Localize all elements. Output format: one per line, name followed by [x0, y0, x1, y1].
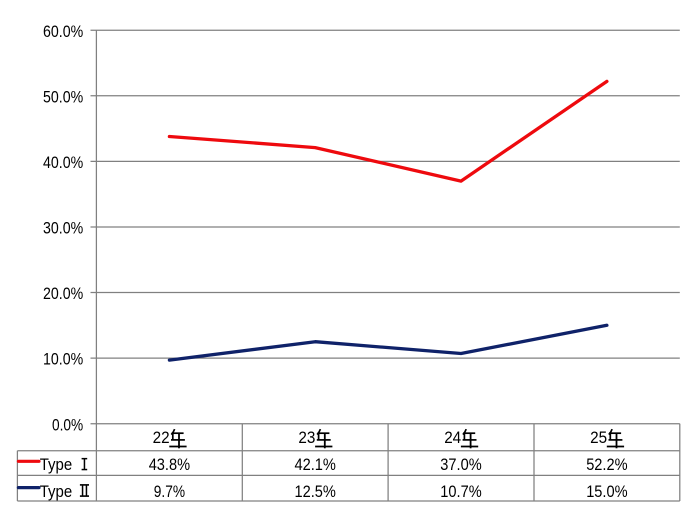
- svg-text:23: 23: [298, 429, 315, 447]
- svg-text:12.5%: 12.5%: [295, 483, 337, 501]
- svg-text:15.0%: 15.0%: [586, 483, 628, 501]
- svg-text:22: 22: [153, 429, 170, 447]
- svg-text:52.2%: 52.2%: [586, 456, 628, 474]
- svg-text:20.0%: 20.0%: [43, 285, 83, 303]
- svg-text:10.0%: 10.0%: [43, 351, 83, 369]
- svg-text:25: 25: [590, 429, 607, 447]
- svg-text:43.8%: 43.8%: [149, 456, 191, 474]
- svg-text:37.0%: 37.0%: [440, 456, 482, 474]
- svg-text:60.0%: 60.0%: [43, 23, 83, 41]
- svg-text:Type: Type: [40, 456, 72, 474]
- svg-text:Type: Type: [40, 483, 72, 501]
- svg-text:42.1%: 42.1%: [295, 456, 337, 474]
- svg-text:50.0%: 50.0%: [43, 88, 83, 106]
- svg-text:10.7%: 10.7%: [440, 483, 482, 501]
- svg-text:0.0%: 0.0%: [52, 417, 83, 435]
- svg-text:9.7%: 9.7%: [154, 483, 186, 501]
- svg-text:30.0%: 30.0%: [43, 220, 83, 238]
- svg-text:40.0%: 40.0%: [43, 154, 83, 172]
- svg-text:24: 24: [444, 429, 461, 447]
